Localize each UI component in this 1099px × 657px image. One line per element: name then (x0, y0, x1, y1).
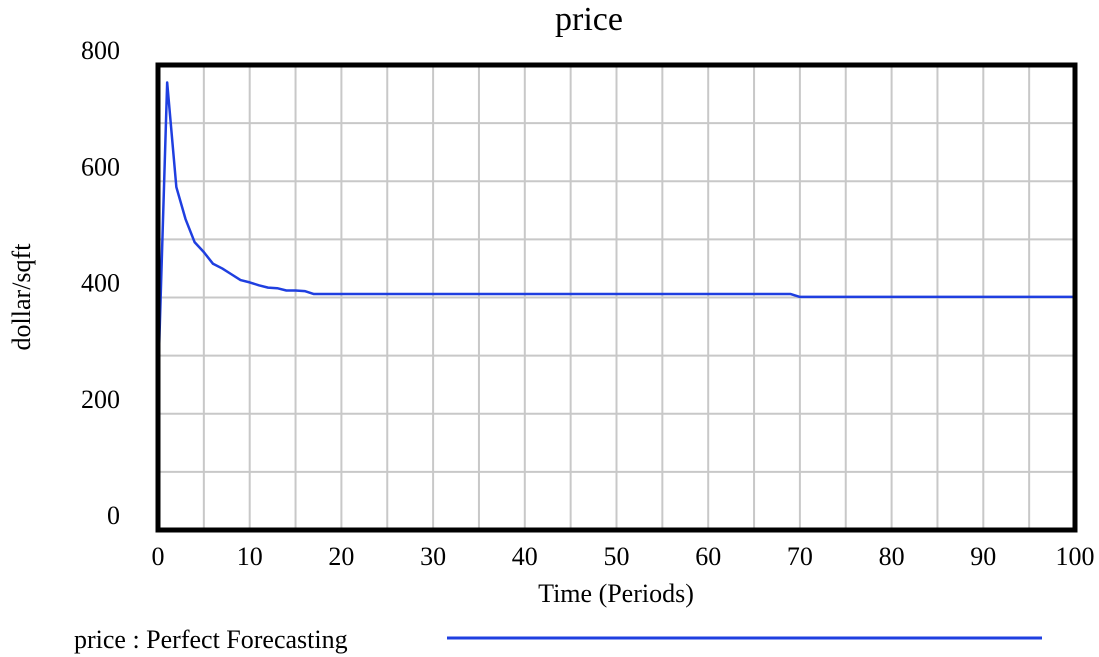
y-axis-label: dollar/sqft (7, 243, 36, 351)
x-tick-label: 0 (152, 542, 165, 571)
x-tick-label: 40 (512, 542, 538, 571)
series-line-price-perfect-forecasting (156, 81, 1075, 385)
x-tick-label: 100 (1056, 542, 1095, 571)
x-tick-label: 20 (328, 542, 354, 571)
y-tick-label: 400 (81, 269, 120, 298)
x-tick-label: 30 (420, 542, 446, 571)
x-tick-label: 80 (879, 542, 905, 571)
plot-frame (155, 62, 1078, 533)
legend: price : Perfect Forecasting (74, 625, 1042, 654)
legend-label: price : Perfect Forecasting (74, 625, 348, 654)
tick-labels: 0 10 20 30 40 50 60 70 80 90 100 0 200 400 600 800 (81, 36, 1095, 571)
y-tick-label: 600 (81, 152, 120, 181)
x-tick-label: 90 (970, 542, 996, 571)
x-axis-label: Time (Periods) (538, 579, 694, 608)
y-tick-label: 0 (107, 501, 120, 530)
x-tick-label: 50 (604, 542, 630, 571)
x-tick-label: 60 (695, 542, 721, 571)
y-tick-label: 800 (81, 36, 120, 65)
series-layer (156, 81, 1075, 385)
y-tick-label: 200 (81, 385, 120, 414)
x-tick-label: 70 (787, 542, 813, 571)
chart-title: price (555, 1, 623, 38)
x-tick-label: 10 (237, 542, 263, 571)
